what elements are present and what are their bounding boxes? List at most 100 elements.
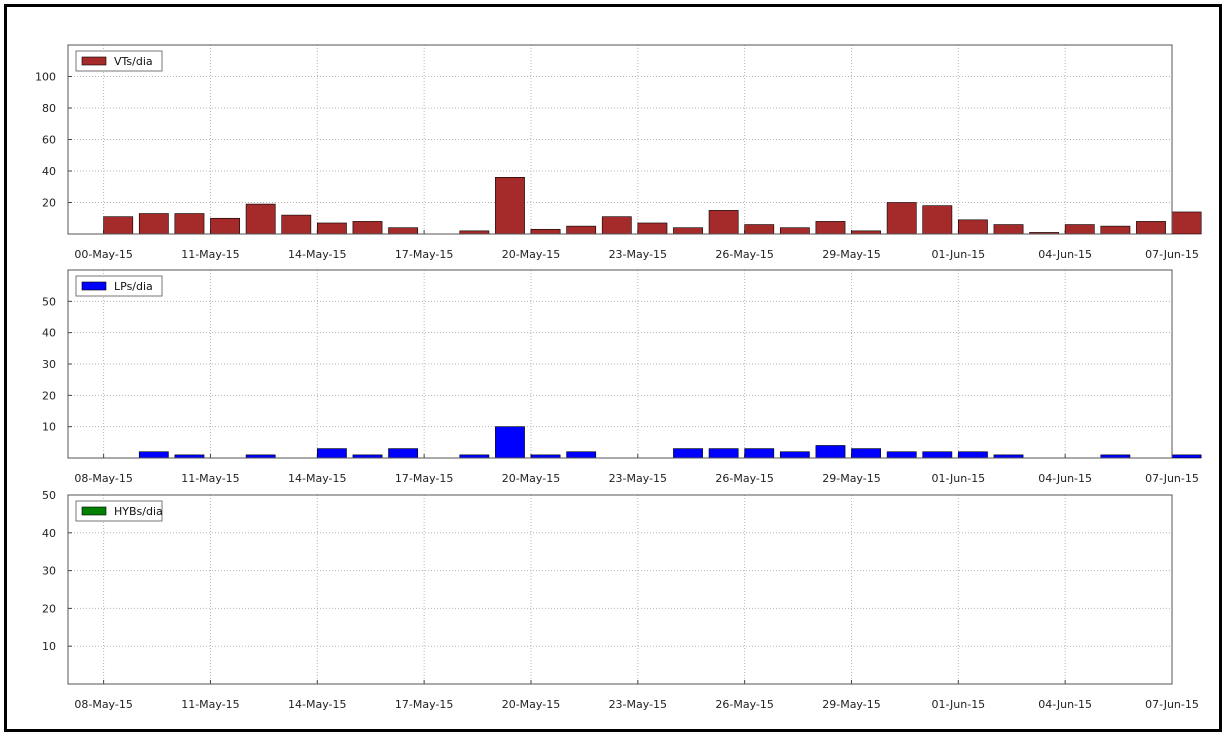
bar	[281, 214, 312, 235]
legend-swatch	[81, 56, 107, 66]
legend-label: HYBs/dia	[114, 505, 163, 518]
x-tick-label: 07-Jun-15	[1145, 248, 1199, 261]
bar	[495, 177, 525, 235]
x-tick-label: 17-May-15	[395, 248, 453, 261]
bar	[316, 448, 347, 459]
y-tick-label: 100	[35, 71, 56, 84]
x-tick-label: 00-May-15	[74, 248, 132, 261]
bar	[316, 222, 347, 235]
x-tick-label: 08-May-15	[74, 472, 132, 485]
y-tick-label: 40	[42, 327, 56, 340]
bar	[886, 202, 917, 235]
y-tick-label: 60	[42, 134, 56, 147]
x-tick-label: 26-May-15	[715, 248, 773, 261]
x-tick-label: 08-May-15	[74, 698, 132, 711]
bar	[601, 216, 632, 235]
legend-swatch	[81, 281, 107, 291]
x-tick-label: 29-May-15	[822, 698, 880, 711]
bar	[352, 221, 383, 235]
bar	[1171, 454, 1202, 459]
bar	[922, 205, 953, 235]
figure-frame	[4, 4, 1222, 732]
x-tick-label: 23-May-15	[609, 698, 667, 711]
legend-label: VTs/dia	[114, 55, 153, 68]
x-tick-label: 04-Jun-15	[1038, 248, 1092, 261]
bar	[637, 222, 668, 235]
y-tick-label: 50	[42, 489, 56, 502]
bar	[708, 448, 739, 459]
y-tick-label: 40	[42, 165, 56, 178]
bar	[958, 451, 988, 459]
x-tick-label: 23-May-15	[609, 472, 667, 485]
x-tick-label: 14-May-15	[288, 472, 346, 485]
x-tick-label: 23-May-15	[609, 248, 667, 261]
x-tick-label: 04-Jun-15	[1038, 698, 1092, 711]
bar	[851, 448, 881, 459]
x-tick-label: 11-May-15	[181, 698, 239, 711]
bar	[103, 216, 134, 235]
x-tick-label: 11-May-15	[181, 248, 239, 261]
bar	[708, 210, 739, 235]
y-tick-label: 80	[42, 102, 56, 115]
y-tick-label: 10	[42, 421, 56, 434]
y-tick-label: 30	[42, 358, 56, 371]
legend-box	[75, 275, 163, 297]
legend-label: LPs/dia	[114, 280, 153, 293]
x-tick-label: 14-May-15	[288, 698, 346, 711]
plot-frame	[67, 494, 1173, 685]
x-tick-label: 17-May-15	[395, 472, 453, 485]
bar	[922, 451, 953, 459]
bar	[886, 451, 917, 459]
x-tick-label: 01-Jun-15	[931, 472, 985, 485]
y-tick-label: 20	[42, 602, 56, 615]
x-tick-label: 01-Jun-15	[931, 248, 985, 261]
bar	[1136, 221, 1166, 235]
bar	[779, 227, 810, 235]
x-tick-label: 20-May-15	[502, 698, 560, 711]
bar	[174, 213, 205, 235]
bar	[1171, 211, 1202, 235]
y-tick-label: 30	[42, 565, 56, 578]
bar	[744, 448, 775, 459]
bar	[744, 224, 775, 235]
y-tick-label: 20	[42, 389, 56, 402]
legend-box	[75, 500, 163, 522]
plot-frame	[67, 44, 1173, 235]
plot-frame	[67, 269, 1173, 459]
bar	[566, 225, 597, 235]
bar	[245, 203, 276, 235]
y-tick-label: 50	[42, 295, 56, 308]
bar	[388, 227, 419, 235]
bar	[1064, 224, 1095, 235]
bar	[1100, 225, 1131, 235]
x-tick-label: 20-May-15	[502, 248, 560, 261]
bar	[779, 451, 810, 459]
x-tick-label: 01-Jun-15	[931, 698, 985, 711]
legend-box	[75, 50, 163, 72]
x-tick-label: 14-May-15	[288, 248, 346, 261]
bar	[993, 224, 1024, 235]
bar	[673, 448, 703, 459]
bar	[388, 448, 419, 459]
x-tick-label: 26-May-15	[715, 472, 773, 485]
bar	[138, 213, 169, 235]
bar	[815, 221, 846, 235]
bar	[958, 219, 988, 235]
y-tick-label: 40	[42, 527, 56, 540]
legend-swatch	[81, 506, 107, 516]
x-tick-label: 17-May-15	[395, 698, 453, 711]
bar	[673, 227, 703, 235]
y-tick-label: 20	[42, 197, 56, 210]
bar	[495, 426, 525, 459]
x-tick-label: 20-May-15	[502, 472, 560, 485]
bar	[210, 217, 240, 235]
x-tick-label: 07-Jun-15	[1145, 472, 1199, 485]
bar	[815, 445, 846, 459]
bar	[566, 451, 597, 459]
y-tick-label: 10	[42, 640, 56, 653]
x-tick-label: 11-May-15	[181, 472, 239, 485]
bar	[530, 228, 561, 235]
x-tick-label: 29-May-15	[822, 472, 880, 485]
x-tick-label: 07-Jun-15	[1145, 698, 1199, 711]
